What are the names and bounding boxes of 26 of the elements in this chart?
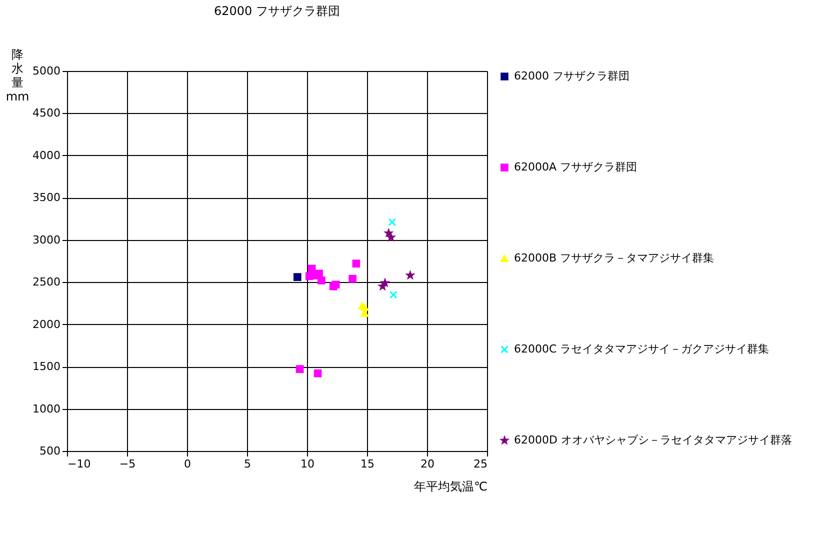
y-tick-label: 3000 bbox=[32, 233, 60, 246]
y-tick-label: 4000 bbox=[32, 148, 60, 162]
x-tick-label: 5 bbox=[244, 458, 251, 470]
legend-label: 62000A フサザクラ群団 bbox=[514, 160, 638, 174]
legend-label: 62000D オオバヤシャブシ－ラセイタタマアジサイ群落 bbox=[514, 434, 792, 446]
y-tick-label: 4500 bbox=[32, 106, 60, 120]
y-axis-title: 降水量 mm bbox=[6, 48, 30, 104]
y-tick-label: 5000 bbox=[32, 64, 60, 78]
y-tick-label: 2500 bbox=[32, 276, 60, 289]
y-tick-label: 2000 bbox=[32, 318, 60, 331]
chart-title: 62000 フサザクラ群団 bbox=[214, 4, 340, 18]
legend-label: 62000C ラセイタタマアジサイ－ガクアジサイ群集 bbox=[514, 342, 770, 356]
y-tick-label: 500 bbox=[40, 444, 60, 458]
x-tick-label: 0 bbox=[184, 458, 191, 470]
legend-label: 62000B フサザクラ－タマアジサイ群集 bbox=[514, 252, 714, 264]
x-axis-title: 年平均気温℃ bbox=[414, 480, 488, 494]
x-tick-label: 15 bbox=[360, 458, 374, 470]
y-tick-label: 1500 bbox=[32, 360, 60, 374]
y-tick-label: 1000 bbox=[32, 402, 60, 416]
x-tick-label: −5 bbox=[119, 458, 136, 470]
legend-label: 62000 フサザクラ群団 bbox=[514, 70, 630, 82]
x-tick-label: 25 bbox=[474, 458, 488, 470]
x-tick-label: −10 bbox=[68, 458, 91, 470]
x-tick-label: 20 bbox=[420, 458, 434, 470]
y-tick-label: 3500 bbox=[32, 191, 60, 204]
x-tick-label: 10 bbox=[300, 458, 314, 470]
